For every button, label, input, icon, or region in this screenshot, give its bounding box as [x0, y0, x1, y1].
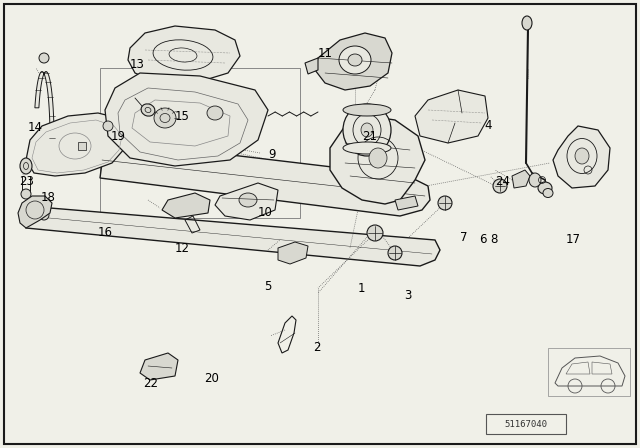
- Polygon shape: [140, 353, 178, 380]
- Ellipse shape: [39, 53, 49, 63]
- Ellipse shape: [369, 148, 387, 168]
- Ellipse shape: [21, 189, 31, 199]
- Ellipse shape: [543, 189, 553, 198]
- Text: 51167040: 51167040: [504, 419, 547, 428]
- Ellipse shape: [575, 148, 589, 164]
- Polygon shape: [315, 33, 392, 90]
- Text: 22: 22: [143, 376, 158, 390]
- Polygon shape: [330, 116, 425, 204]
- Ellipse shape: [348, 54, 362, 66]
- Text: 6: 6: [479, 233, 487, 246]
- Ellipse shape: [438, 196, 452, 210]
- Text: 11: 11: [317, 47, 333, 60]
- Text: 23: 23: [19, 175, 35, 188]
- Text: 21: 21: [362, 130, 378, 143]
- Polygon shape: [278, 242, 308, 264]
- Polygon shape: [415, 90, 488, 143]
- Text: 18: 18: [40, 190, 56, 204]
- Polygon shape: [26, 113, 128, 176]
- Polygon shape: [305, 58, 318, 74]
- Ellipse shape: [39, 210, 49, 220]
- Ellipse shape: [343, 104, 391, 116]
- Ellipse shape: [339, 46, 371, 74]
- Ellipse shape: [103, 121, 113, 131]
- Text: 10: 10: [258, 206, 273, 220]
- Text: 16: 16: [98, 226, 113, 240]
- Ellipse shape: [367, 225, 383, 241]
- Ellipse shape: [207, 106, 223, 120]
- Text: 2: 2: [313, 340, 321, 354]
- Polygon shape: [128, 26, 240, 83]
- Text: 9: 9: [268, 148, 276, 161]
- Bar: [78, 142, 86, 150]
- Text: 8: 8: [490, 233, 498, 246]
- Text: 7: 7: [460, 231, 468, 244]
- Text: 3: 3: [404, 289, 412, 302]
- Text: 13: 13: [130, 58, 145, 72]
- Ellipse shape: [343, 104, 391, 156]
- Polygon shape: [215, 183, 278, 220]
- Ellipse shape: [529, 173, 541, 187]
- Polygon shape: [162, 193, 210, 218]
- Polygon shape: [26, 206, 440, 266]
- Text: 17: 17: [565, 233, 580, 246]
- Bar: [548, 348, 630, 396]
- Ellipse shape: [522, 16, 532, 30]
- Text: 20: 20: [204, 372, 219, 385]
- Polygon shape: [395, 196, 418, 210]
- Ellipse shape: [154, 108, 176, 128]
- Text: 15: 15: [175, 110, 190, 123]
- Polygon shape: [553, 126, 610, 188]
- Ellipse shape: [141, 104, 155, 116]
- Bar: [486, 414, 566, 434]
- Ellipse shape: [538, 182, 552, 194]
- Text: 12: 12: [175, 242, 190, 255]
- Text: 1: 1: [358, 282, 365, 296]
- Polygon shape: [35, 72, 54, 138]
- Polygon shape: [100, 140, 430, 216]
- Polygon shape: [512, 170, 530, 188]
- Text: 24: 24: [495, 175, 510, 188]
- Ellipse shape: [343, 142, 391, 154]
- Text: 5: 5: [264, 280, 271, 293]
- Text: 14: 14: [28, 121, 43, 134]
- Ellipse shape: [239, 193, 257, 207]
- Polygon shape: [105, 73, 268, 166]
- Polygon shape: [18, 196, 52, 228]
- Ellipse shape: [20, 158, 32, 174]
- Ellipse shape: [361, 123, 373, 137]
- Polygon shape: [355, 173, 390, 200]
- Ellipse shape: [388, 246, 402, 260]
- Bar: [100, 68, 300, 218]
- Text: 4: 4: [484, 119, 492, 132]
- Text: 19: 19: [111, 130, 126, 143]
- Ellipse shape: [493, 179, 507, 193]
